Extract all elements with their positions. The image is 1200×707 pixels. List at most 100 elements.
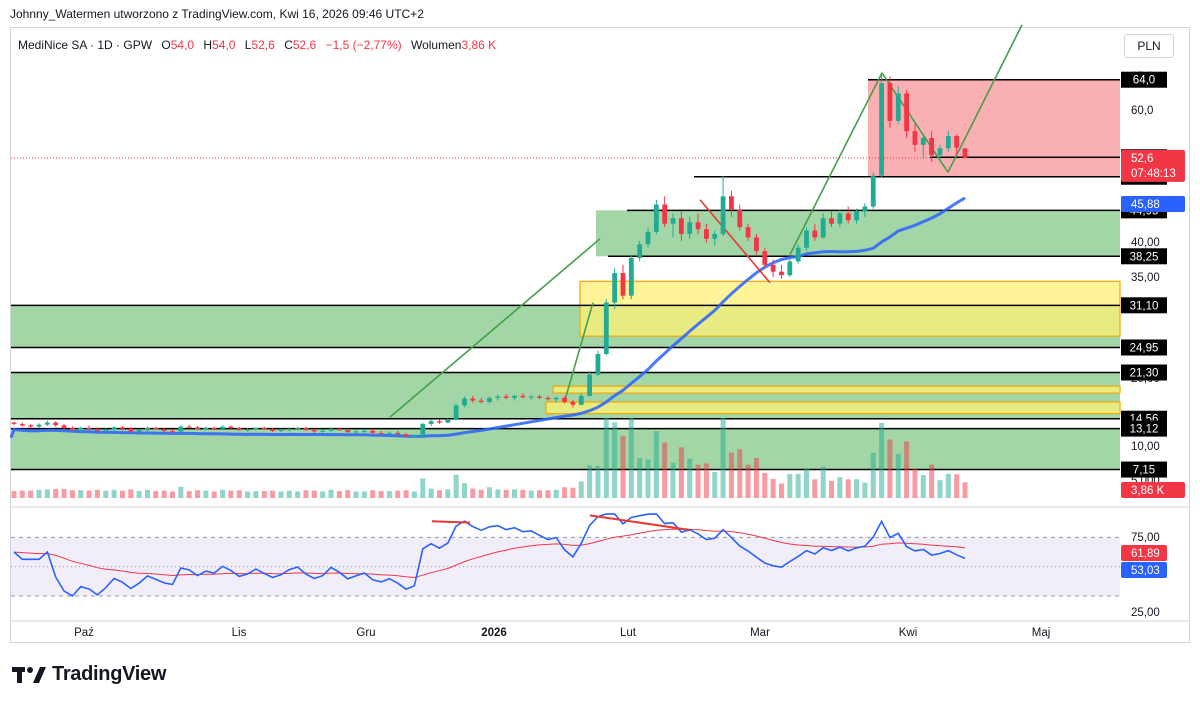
volume-bar <box>53 488 59 498</box>
candle-89 <box>754 234 759 255</box>
candle-body <box>61 425 67 429</box>
candle-body <box>345 430 351 433</box>
volume-bar <box>520 489 526 498</box>
candle-74 <box>628 254 634 300</box>
legend-symbol[interactable]: MediNice SA · 1D · GPW <box>18 38 153 52</box>
volume-bar <box>653 431 659 498</box>
volume-bar <box>136 491 142 498</box>
candle-body <box>820 218 826 238</box>
candle-106 <box>895 86 901 125</box>
tradingview-logo[interactable]: TradingView <box>12 663 166 686</box>
legend-low-label: L <box>244 38 252 52</box>
candle-29 <box>253 427 259 431</box>
candle-body <box>920 138 926 145</box>
volume-bar <box>495 489 501 498</box>
level-tag-bg-4 <box>1121 248 1167 265</box>
candle-body <box>512 395 517 398</box>
trend-line-green-2 <box>881 72 949 173</box>
candle-body <box>428 421 434 424</box>
volume-bar <box>587 465 593 498</box>
volume-bar <box>211 491 217 498</box>
candle-body <box>153 428 159 430</box>
candle-body <box>328 428 334 431</box>
currency-button[interactable]: PLN <box>1124 34 1174 58</box>
volume-bar <box>395 490 401 498</box>
candle-4 <box>44 420 50 426</box>
candle-1 <box>19 422 25 427</box>
candle-103 <box>870 172 876 209</box>
volume-bar <box>236 490 242 498</box>
volume-bar <box>286 490 292 498</box>
level-tag-label: 13,12 <box>1130 424 1159 436</box>
volume-bar <box>411 491 417 498</box>
candle-body <box>645 231 651 245</box>
candle-body <box>770 264 776 272</box>
volume-bar <box>904 441 910 498</box>
candle-30 <box>261 426 267 431</box>
candle-body <box>912 131 918 145</box>
volume-bar <box>628 418 634 498</box>
candle-body <box>403 434 409 437</box>
candle-body <box>754 237 759 252</box>
volume-bar <box>528 490 534 498</box>
rsi-divergence-line-2 <box>589 514 691 531</box>
candle-body <box>145 428 150 431</box>
candle-0 <box>11 421 17 426</box>
rsi-y-tick-label: 25,00 <box>1131 607 1160 619</box>
candle-body <box>712 234 718 239</box>
candle-100 <box>845 206 851 224</box>
volume-bar <box>870 452 876 498</box>
candle-43 <box>370 429 376 434</box>
candle-body <box>962 148 968 158</box>
volume-bar <box>879 423 885 498</box>
candle-64 <box>545 395 551 401</box>
candle-body <box>812 230 818 238</box>
candle-body <box>69 428 75 430</box>
candle-78 <box>662 196 668 228</box>
candle-58 <box>495 394 501 401</box>
x-tick-label: Mar <box>750 627 770 639</box>
volume-bar <box>695 464 701 498</box>
candle-body <box>937 148 943 156</box>
candle-45 <box>386 431 392 436</box>
candle-85 <box>720 175 726 237</box>
candle-49 <box>420 422 426 437</box>
candle-79 <box>670 213 676 238</box>
candle-body <box>562 397 567 402</box>
x-tick-label: Paź <box>74 627 94 639</box>
candle-87 <box>737 204 743 231</box>
volume-bar <box>470 488 476 498</box>
candle-body <box>553 397 559 400</box>
candle-body <box>929 138 935 156</box>
candle-16 <box>145 426 150 432</box>
x-tick-label: Kwi <box>899 627 918 639</box>
volume-bar <box>245 491 251 498</box>
legend-low-value: 52,6 <box>251 38 275 52</box>
candle-body <box>687 222 693 234</box>
volume-bar <box>537 490 543 498</box>
candle-body <box>320 430 326 432</box>
tradingview-logo-text: TradingView <box>52 663 167 685</box>
candle-body <box>120 427 125 429</box>
candle-47 <box>403 432 409 437</box>
candle-body <box>161 429 167 431</box>
zone-yellow-4 <box>579 280 1121 337</box>
volume-bar <box>854 479 860 498</box>
candle-body <box>211 428 217 430</box>
candle-83 <box>703 223 709 243</box>
trend-line-red <box>699 199 771 284</box>
volume-bar <box>770 478 776 498</box>
candle-body <box>520 395 526 398</box>
volume-bar <box>620 435 626 498</box>
candle-body <box>86 428 92 430</box>
candle-105 <box>887 76 893 128</box>
candle-102 <box>862 203 868 217</box>
volume-bar <box>94 489 100 498</box>
candle-body <box>854 211 859 221</box>
candle-20 <box>178 425 184 433</box>
volume-bar <box>728 452 734 498</box>
candle-107 <box>904 90 910 138</box>
volume-bar <box>920 475 926 498</box>
candle-body <box>19 423 25 426</box>
